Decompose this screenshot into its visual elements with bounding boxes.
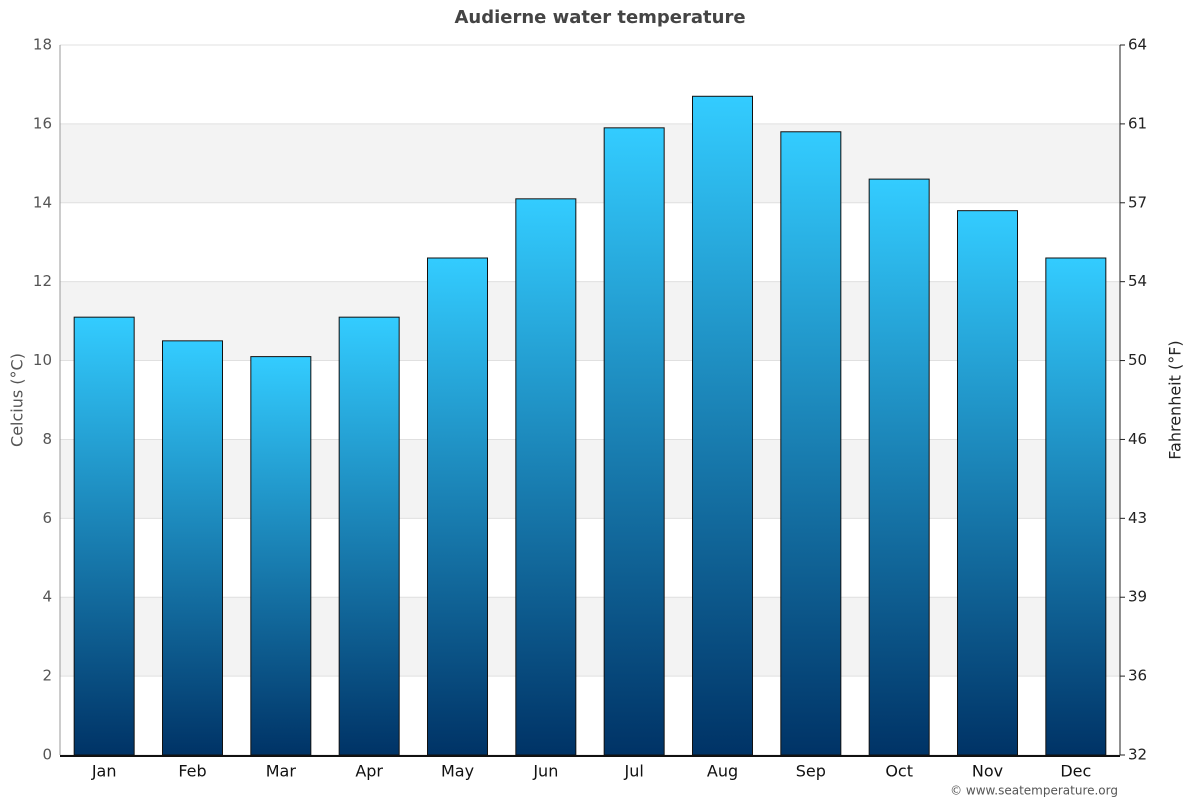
bar [338, 316, 400, 756]
grid-band [60, 597, 1120, 677]
x-tick-label: May [441, 762, 474, 781]
x-tick-label: Oct [885, 762, 913, 781]
y-tick-label: 16 [33, 114, 52, 132]
x-tick-label: Jul [624, 762, 644, 781]
credit: © www.seatemperature.org [950, 784, 1118, 798]
y-tick-label: 0 [42, 746, 52, 764]
x-tick-label: Jun [532, 762, 558, 781]
bar [868, 178, 930, 756]
bar [515, 198, 577, 756]
y2-tick-label: 54 [1128, 272, 1147, 290]
x-tick-label: Jan [91, 762, 117, 781]
bar [603, 127, 665, 756]
bar [692, 95, 753, 756]
bar [780, 131, 842, 756]
y-tick-label: 4 [42, 588, 52, 606]
chart-title: Audierne water temperature [454, 7, 745, 28]
y2-tick-label: 36 [1128, 667, 1147, 685]
y-tick-label: 14 [33, 193, 52, 211]
x-tick-label: Dec [1060, 762, 1091, 781]
bar [427, 257, 488, 756]
bar [1045, 257, 1107, 756]
x-tick-label: Feb [178, 762, 206, 781]
y-tick-label: 2 [42, 667, 52, 685]
y-tick-label: 18 [33, 36, 52, 54]
y2-tick-label: 57 [1128, 193, 1147, 211]
y2-tick-label: 43 [1128, 509, 1147, 527]
y-axis-label: Celcius (°C) [8, 353, 27, 447]
y-tick-label: 10 [33, 351, 52, 369]
y2-tick-label: 39 [1128, 588, 1147, 606]
y2-tick-label: 32 [1128, 746, 1147, 764]
bar [957, 210, 1018, 756]
x-tick-label: Mar [266, 762, 297, 781]
y2-axis-label: Fahrenheit (°F) [1166, 340, 1185, 459]
bar [250, 356, 312, 756]
y-tick-label: 8 [42, 430, 52, 448]
y2-tick-label: 64 [1128, 36, 1147, 54]
grid-band [60, 123, 1120, 203]
x-tick-label: Sep [796, 762, 826, 781]
x-tick-label: Nov [972, 762, 1003, 781]
bar [162, 340, 223, 756]
x-tick-label: Aug [707, 762, 738, 781]
y2-tick-label: 61 [1128, 114, 1147, 132]
y-tick-label: 12 [33, 272, 52, 290]
grid-band [60, 281, 1120, 361]
x-tick-label: Apr [355, 762, 383, 781]
bar [73, 316, 135, 756]
y-tick-label: 6 [42, 509, 52, 527]
grid-band [60, 439, 1120, 519]
y2-tick-label: 50 [1128, 351, 1147, 369]
y2-tick-label: 46 [1128, 430, 1147, 448]
